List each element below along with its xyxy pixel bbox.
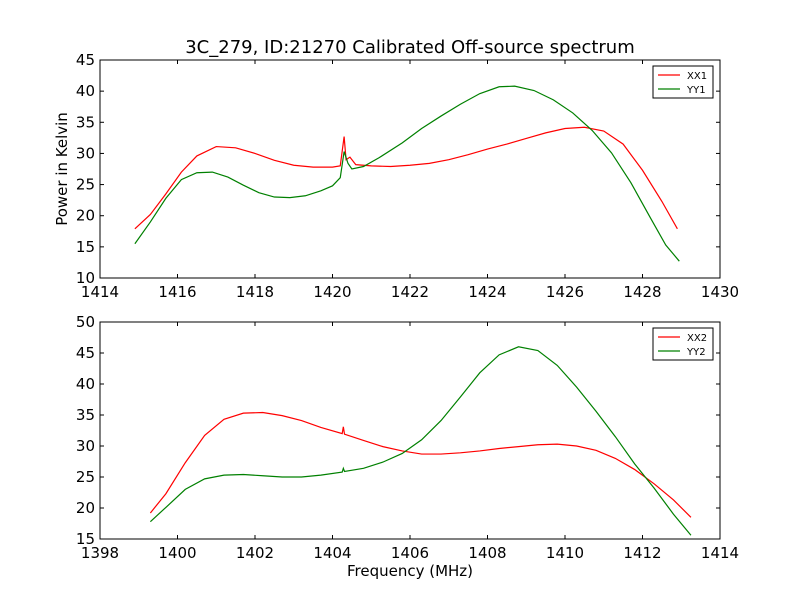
bottom-x-tick-label: 1406 [391,544,429,562]
bottom-x-tick-label: 1408 [468,544,506,562]
top-y-tick-label: 40 [76,82,95,100]
top-panel: 1414 1416 1418 1420 1422 1424 1426 1428 1430 10 15… [53,51,739,301]
bottom-panel: 1398 1400 1402 1404 1406 1408 1410 1412 1414 15 20… [76,313,739,580]
top-legend-box [652,65,714,99]
top-x-tick-label: 1418 [236,283,274,301]
bottom-x-tick-label: 1400 [158,544,196,562]
bottom-legend-label-xx2: XX2 [687,333,707,344]
bottom-series-line-xx2 [149,411,692,518]
top-legend-label-xx1: XX1 [687,71,707,82]
top-x-tick-label: 1424 [468,283,506,301]
top-x-tick-label: 1426 [546,283,584,301]
top-x-tick-label: 1414 [81,283,119,301]
bottom-y-tick-label: 35 [76,406,95,424]
top-legend-label-yy1: YY1 [686,85,706,96]
bottom-y-tick-label: 50 [76,313,95,331]
bottom-x-tick-label: 1412 [623,544,661,562]
bottom-y-tick-label: 40 [76,375,95,393]
top-y-axis-label: Power in Kelvin [53,112,71,226]
top-x-tick-label: 1422 [391,283,429,301]
bottom-legend-box [652,327,714,361]
bottom-legend-label-yy2: YY2 [686,347,706,358]
top-y-tick-label: 20 [76,207,95,225]
bottom-x-tick-label: 1414 [701,544,739,562]
bottom-y-tick-label: 15 [76,530,95,548]
bottom-y-tick-label: 30 [76,437,95,455]
bottom-x-tick-label: 1402 [236,544,274,562]
top-series-line-yy1 [134,85,680,262]
top-y-tick-label: 30 [76,144,95,162]
top-series-line-xx1 [134,126,678,230]
bottom-x-tick-label: 1398 [81,544,119,562]
chart-title: 3C_279, ID:21270 Calibrated Off-source s… [185,37,635,58]
top-y-tick-label: 25 [76,176,95,194]
bottom-y-tick-label: 25 [76,468,95,486]
bottom-x-tick-label: 1404 [313,544,351,562]
top-y-tick-label: 35 [76,113,95,131]
top-x-tick-label: 1428 [623,283,661,301]
top-y-tick-label: 10 [76,269,95,287]
top-x-tick-label: 1416 [158,283,196,301]
bottom-series-line-yy2 [149,346,692,536]
top-y-tick-label: 45 [76,51,95,69]
top-x-tick-label: 1420 [313,283,351,301]
top-x-tick-label: 1430 [701,283,739,301]
top-y-tick-label: 15 [76,238,95,256]
bottom-x-tick-label: 1410 [546,544,584,562]
bottom-x-axis-label: Frequency (MHz) [347,562,473,580]
bottom-y-tick-label: 45 [76,344,95,362]
bottom-y-tick-label: 20 [76,499,95,517]
